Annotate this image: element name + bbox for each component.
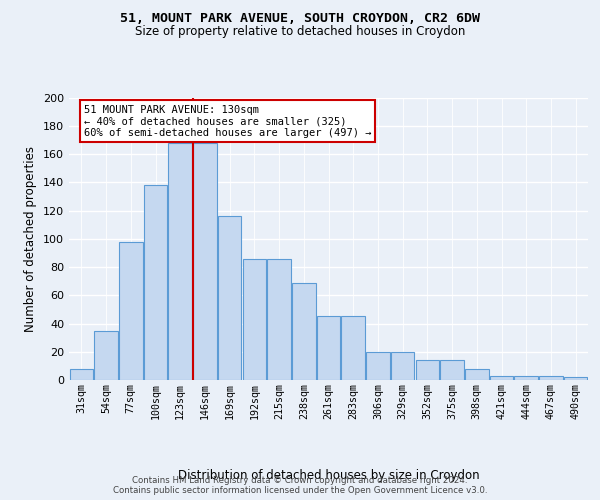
X-axis label: Distribution of detached houses by size in Croydon: Distribution of detached houses by size …	[178, 469, 479, 482]
Bar	[391, 352, 415, 380]
Bar	[144, 185, 167, 380]
Bar	[465, 368, 488, 380]
Bar	[366, 352, 389, 380]
Text: Size of property relative to detached houses in Croydon: Size of property relative to detached ho…	[135, 25, 465, 38]
Bar	[341, 316, 365, 380]
Bar	[242, 258, 266, 380]
Y-axis label: Number of detached properties: Number of detached properties	[25, 146, 37, 332]
Bar	[514, 376, 538, 380]
Bar	[70, 368, 93, 380]
Bar	[539, 376, 563, 380]
Bar	[119, 242, 143, 380]
Bar	[193, 142, 217, 380]
Bar	[94, 330, 118, 380]
Bar	[268, 258, 291, 380]
Bar	[317, 316, 340, 380]
Bar	[292, 282, 316, 380]
Bar	[416, 360, 439, 380]
Text: Contains HM Land Registry data © Crown copyright and database right 2024.
Contai: Contains HM Land Registry data © Crown c…	[113, 476, 487, 495]
Bar	[169, 142, 192, 380]
Bar	[564, 377, 587, 380]
Bar	[490, 376, 513, 380]
Bar	[440, 360, 464, 380]
Text: 51, MOUNT PARK AVENUE, SOUTH CROYDON, CR2 6DW: 51, MOUNT PARK AVENUE, SOUTH CROYDON, CR…	[120, 12, 480, 26]
Bar	[218, 216, 241, 380]
Text: 51 MOUNT PARK AVENUE: 130sqm
← 40% of detached houses are smaller (325)
60% of s: 51 MOUNT PARK AVENUE: 130sqm ← 40% of de…	[84, 104, 371, 138]
